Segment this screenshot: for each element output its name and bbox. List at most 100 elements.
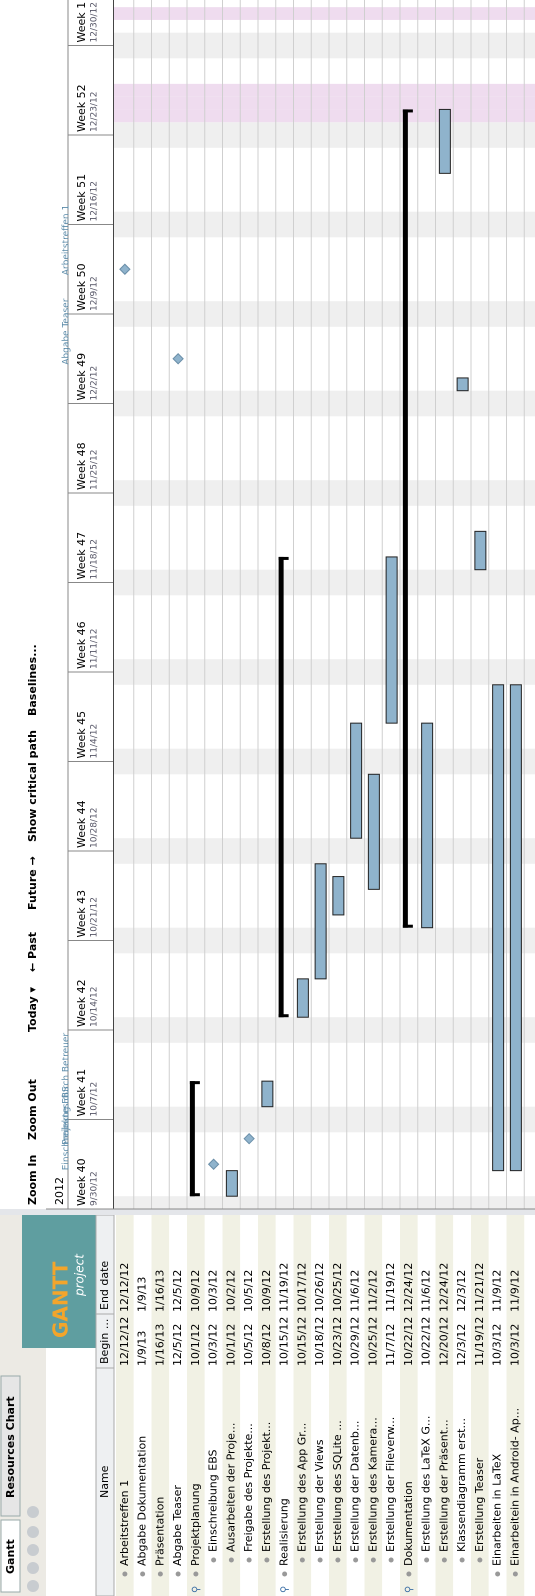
week-date: 11/25/12 [90,450,100,490]
task-begin: 10/3/12 [491,1324,504,1366]
week-date: 12/23/12 [90,92,100,132]
weekend [114,390,535,404]
table-row [293,1215,312,1596]
task-end: 12/24/12 [402,1263,415,1312]
bullet [193,1571,199,1577]
table-row [116,1215,134,1596]
task-begin: 10/5/12 [242,1324,255,1366]
task-bar [296,978,309,1018]
task-name: Erstellung der Fileverw... [384,1417,397,1552]
task-end: 11/19/12 [278,1263,291,1312]
baselines[interactable]: Baselines... [26,644,39,716]
task-name: Erstellung des Projekt... [260,1422,273,1552]
zoom-out[interactable]: Zoom Out [26,1079,39,1140]
bullet [317,1557,323,1563]
icon[interactable] [27,1580,39,1592]
task-end: 11/21/12 [473,1263,486,1312]
bullet [477,1557,483,1563]
milestone [172,353,184,365]
weekend [114,1017,535,1030]
weekend [114,1029,535,1043]
chart-toolbar [20,0,46,1209]
task-name: Erstellung des LaTeX G... [420,1416,433,1552]
weekend [114,1196,535,1209]
task-name: Ausarbeiten der Proje... [224,1423,237,1552]
task-end: 1/9/13 [136,1277,149,1312]
table-row [382,1215,400,1596]
task-name: Einarbeiten in LaTeX [491,1453,504,1566]
task-bar [438,108,451,174]
weekend [114,493,535,506]
task-end: 11/6/12 [420,1270,433,1312]
tab-label: Resources Chart [4,1396,17,1498]
task-name: Abgabe Teaser [171,1485,184,1566]
bullet [459,1557,465,1563]
holiday [114,96,535,110]
future[interactable]: Future → [26,856,39,910]
bullet [353,1557,359,1563]
week-date: 12/9/12 [90,276,100,311]
task-name: Abgabe Dokumentation [136,1436,149,1566]
icon[interactable] [27,1544,39,1556]
table-row [453,1215,471,1596]
zoom-in[interactable]: Zoom In [26,1155,39,1205]
weekend [114,314,535,327]
task-begin: 10/23/12 [331,1317,344,1366]
task-begin: 10/22/12 [420,1317,433,1366]
splitter [0,1209,535,1215]
task-end: 12/12/12 [118,1263,131,1312]
table-row [417,1215,436,1596]
task-name: Projektplanung [189,1483,202,1566]
bullet [512,1571,518,1577]
week-label: Week 1 [75,2,88,43]
task-name: Freigabe des Projekte... [242,1423,255,1552]
task-end: 11/9/12 [491,1270,504,1312]
week-date: 10/28/12 [90,808,100,848]
expander: ⚲ [280,1586,291,1593]
tab[interactable] [0,1519,21,1593]
week-label: Week 52 [75,84,88,132]
task-name: Arbeitstreffen 1 [118,1480,131,1566]
task-bar [350,722,363,839]
past[interactable]: ← Past [26,932,39,972]
critical-path[interactable]: Show critical path [26,730,39,842]
task-name: Erstellung des Kamera... [366,1417,379,1552]
table-row [506,1215,525,1596]
week-label: Week 47 [75,532,88,580]
bullet [424,1557,430,1563]
task-name: Erstellung des App Gr... [295,1423,308,1552]
weekend [114,748,535,762]
summary-end [402,109,413,113]
icon[interactable] [27,1562,39,1574]
task-name: Dokumentation [402,1481,415,1566]
col-name: Name [98,1465,111,1498]
table-row [151,1215,170,1596]
icon[interactable] [27,1506,39,1518]
week-label: Week 50 [75,263,88,311]
table-row [471,1215,489,1596]
task-begin: 11/19/12 [473,1317,486,1366]
task-begin: 12/5/12 [171,1324,184,1366]
task-end: 11/9/12 [508,1270,521,1312]
bullet [495,1571,501,1577]
week-date: 10/7/12 [90,1082,100,1117]
task-bar [509,684,522,1172]
col-begin: Begin ... [98,1319,111,1364]
task-end: 10/17/12 [295,1263,308,1312]
icon[interactable] [27,1526,39,1538]
milestone-label: Einschreibung EBS [62,1086,72,1170]
today[interactable]: Today ▾ [26,986,39,1032]
weekend [114,838,535,851]
task-end: 10/9/12 [260,1270,273,1312]
task-name: Erstellung Teaser [473,1457,486,1552]
task-end: 1/16/13 [153,1270,166,1312]
milestone-label: Arbeitstreffen 1 [62,205,72,275]
milestone [243,1132,255,1145]
summary-end [402,924,413,928]
week-date: 11/4/12 [90,724,100,759]
tab[interactable] [0,1375,21,1517]
task-end: 11/2/12 [366,1270,379,1312]
task-bar [261,1080,274,1108]
task-end: 12/24/12 [437,1263,450,1312]
